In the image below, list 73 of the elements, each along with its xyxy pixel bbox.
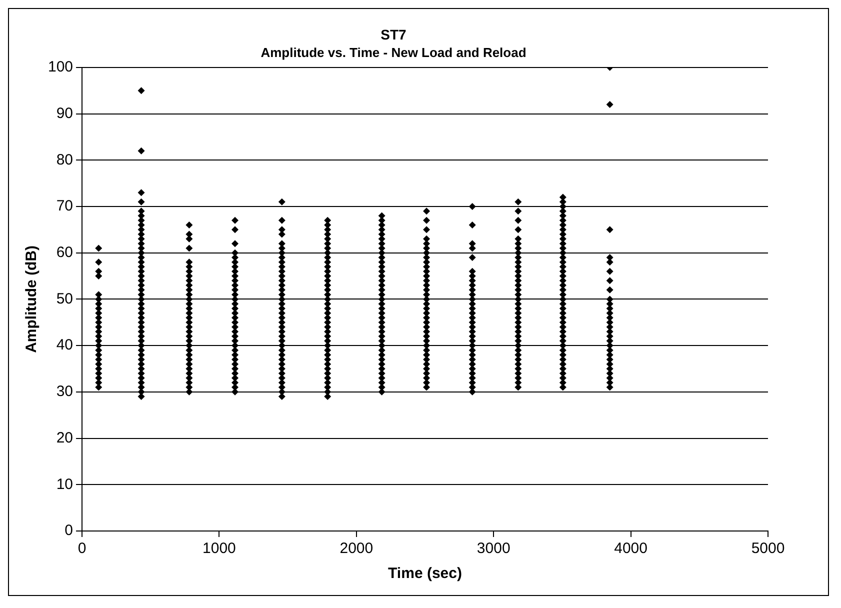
point [232, 249, 238, 256]
point [232, 226, 238, 234]
y-tick-label: 90 [56, 104, 74, 122]
point [514, 263, 522, 270]
point [468, 384, 476, 391]
point [468, 268, 476, 275]
point [559, 194, 566, 201]
point [468, 202, 476, 210]
point [232, 216, 238, 224]
y-tick-label: 100 [48, 58, 74, 76]
point [423, 216, 430, 224]
point [514, 235, 522, 242]
point [606, 226, 614, 234]
y-tick-label: 30 [56, 383, 74, 400]
point [468, 332, 476, 340]
x-tick-label: 3000 [476, 540, 510, 558]
y-tick-label: 70 [56, 198, 74, 215]
y-tick-label: 50 [56, 290, 74, 308]
x-tick-label: 5000 [751, 540, 785, 558]
y-tick-label: 60 [56, 244, 74, 261]
point [232, 240, 238, 248]
y-tick-label: 20 [56, 429, 74, 446]
point [138, 87, 145, 94]
x-tick-label: 2000 [340, 540, 374, 558]
chart-subtitle: Amplitude vs. Time - New Load and Reload [260, 45, 526, 60]
point [606, 384, 614, 391]
point [95, 268, 102, 275]
point [95, 258, 102, 266]
point [606, 100, 614, 108]
point [468, 282, 476, 289]
point [468, 222, 476, 229]
point [186, 263, 193, 270]
point [468, 254, 476, 261]
point [514, 384, 522, 391]
point [95, 244, 102, 252]
y-tick-label: 80 [56, 151, 74, 168]
point [606, 296, 614, 303]
point [278, 198, 286, 206]
point [423, 235, 430, 242]
y-tick-label: 10 [56, 476, 74, 493]
point [278, 216, 286, 224]
x-tick-label: 4000 [614, 540, 648, 558]
point [606, 268, 614, 275]
point [514, 282, 522, 289]
x-axis-title: Time (sec) [388, 565, 462, 582]
point [186, 332, 193, 340]
point [514, 332, 522, 340]
point [514, 208, 522, 215]
point [324, 216, 332, 224]
point [378, 212, 386, 220]
point [186, 230, 193, 238]
point [606, 286, 614, 294]
point [186, 384, 193, 391]
point [606, 254, 614, 261]
point [138, 189, 145, 196]
y-tick-label: 0 [64, 522, 74, 540]
y-tick-label: 40 [56, 336, 74, 354]
point [514, 216, 522, 224]
point [514, 198, 522, 206]
x-tick-label: 0 [78, 540, 86, 558]
point [138, 198, 145, 206]
x-tick-label: 1000 [202, 540, 236, 558]
point [423, 208, 430, 215]
point [186, 222, 193, 229]
point [514, 226, 522, 234]
point [606, 332, 614, 340]
point [186, 282, 193, 289]
point [423, 226, 430, 234]
point [186, 244, 193, 252]
y-axis-title: Amplitude (dB) [23, 245, 40, 353]
chart-title: ST7 [380, 26, 407, 42]
point [138, 147, 145, 154]
point [606, 277, 614, 284]
